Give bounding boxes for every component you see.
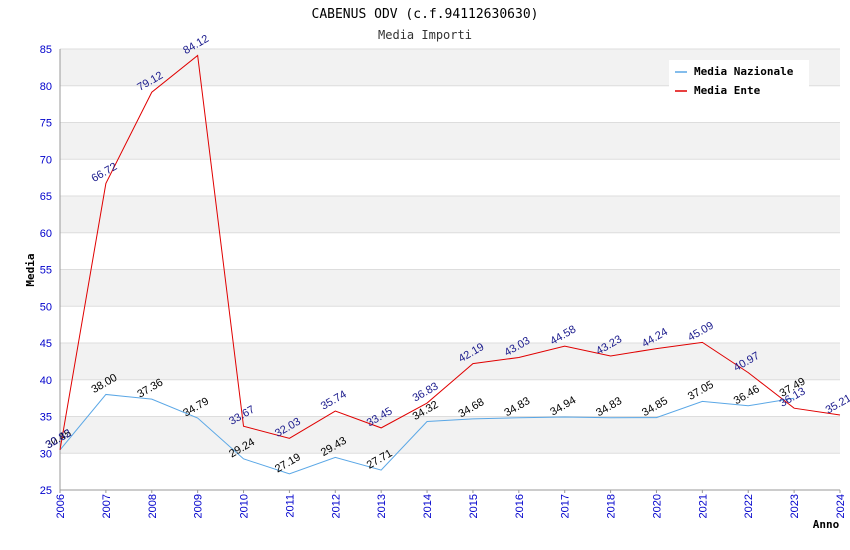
x-axis-ticks: 2006 2007 2008 2009 2010 2011 2012 2013 2014 2015… [55, 490, 847, 518]
y-tick-label: 25 [40, 485, 52, 497]
x-tick-label: 2022 [743, 494, 755, 518]
x-axis-label: Anno [813, 518, 840, 531]
x-tick-label: 2024 [835, 494, 847, 518]
x-tick-label: 2023 [789, 494, 801, 518]
grid-band [60, 379, 840, 417]
x-tick-label: 2016 [514, 494, 526, 518]
x-tick-label: 2013 [376, 494, 388, 518]
grid-band [60, 343, 840, 380]
y-tick-label: 45 [40, 338, 52, 350]
x-tick-label: 2017 [560, 494, 572, 518]
y-tick-label: 70 [40, 154, 52, 166]
grid-band [60, 269, 840, 307]
y-tick-label: 60 [40, 228, 52, 240]
x-tick-label: 2010 [239, 494, 251, 518]
x-tick-label: 2006 [55, 494, 67, 518]
grid-band [60, 159, 840, 196]
y-tick-label: 30 [40, 448, 52, 460]
y-tick-label: 55 [40, 265, 52, 277]
y-tick-label: 40 [40, 375, 52, 387]
legend-label-media-nazionale: Media Nazionale [694, 65, 794, 78]
chart-subtitle: Media Importi [378, 28, 472, 42]
grid-bands [60, 48, 840, 491]
x-tick-label: 2007 [101, 494, 113, 518]
legend: Media Nazionale Media Ente [669, 60, 809, 102]
x-tick-label: 2018 [606, 494, 618, 518]
x-tick-label: 2021 [697, 494, 709, 518]
grid-band [60, 196, 840, 233]
x-tick-label: 2014 [422, 494, 434, 518]
series-line-media-ente [59, 54, 841, 451]
series-group [59, 54, 841, 475]
x-tick-label: 2011 [284, 494, 296, 518]
y-axis-ticks: 25 30 35 40 45 50 55 60 65 70 75 80 85 [40, 44, 52, 497]
grid-band [60, 416, 840, 454]
grid-band [60, 453, 840, 490]
legend-label-media-ente: Media Ente [694, 84, 761, 97]
y-tick-label: 75 [40, 118, 52, 130]
chart-title: CABENUS ODV (c.f.94112630630) [312, 7, 539, 22]
x-tick-label: 2009 [193, 494, 205, 518]
y-tick-label: 35 [40, 412, 52, 424]
y-tick-label: 50 [40, 301, 52, 313]
x-tick-label: 2012 [330, 494, 342, 518]
y-tick-label: 65 [40, 191, 52, 203]
y-tick-label: 80 [40, 81, 52, 93]
x-tick-label: 2015 [468, 494, 480, 518]
y-tick-label: 85 [40, 44, 52, 56]
series-line-media-nazionale [59, 393, 795, 475]
grid-band [60, 232, 840, 270]
y-axis-label: Media [24, 253, 37, 286]
legend-box [669, 60, 809, 102]
grid-band [60, 306, 840, 343]
grid-band [60, 122, 840, 160]
x-tick-label: 2020 [651, 494, 663, 518]
x-tick-label: 2008 [147, 494, 159, 518]
